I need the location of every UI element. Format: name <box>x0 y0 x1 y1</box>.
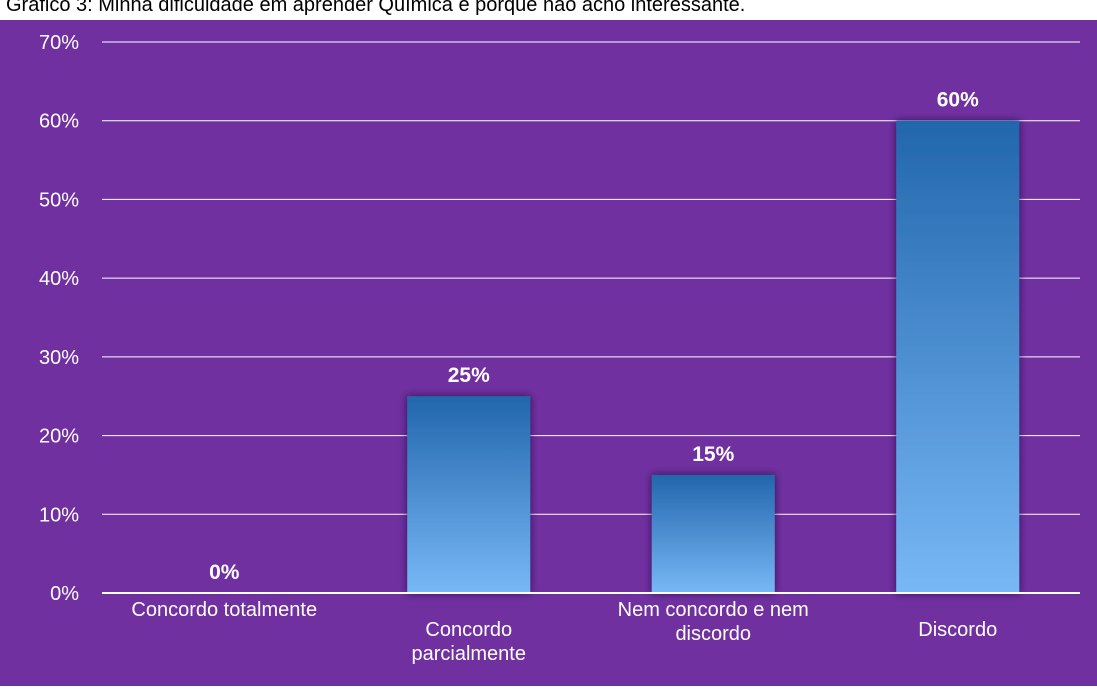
bar <box>407 396 531 593</box>
chart-frame: 0% 10% 20% 30% 40% 50% 60% 70% 0% 25% 15% 60% Conc… <box>0 20 1097 686</box>
x-tick-label: Discordo <box>918 619 997 641</box>
x-tick-label: parcialmente <box>411 643 526 665</box>
bar-chart: 0% 10% 20% 30% 40% 50% 60% 70% 0% 25% 15% 60% Conc… <box>0 20 1097 686</box>
y-axis-tick-labels: 0% 10% 20% 30% 40% 50% 60% 70% <box>39 32 79 605</box>
data-label: 15% <box>692 443 734 466</box>
data-label: 25% <box>448 364 490 387</box>
x-tick-label: Concordo totalmente <box>131 599 317 621</box>
figure-caption: Gráfico 3: Minha dificuldade em aprender… <box>6 0 746 16</box>
x-tick-label: Nem concordo e nem <box>618 599 809 621</box>
y-tick-label: 50% <box>39 189 79 211</box>
data-label: 60% <box>937 89 979 112</box>
y-tick-label: 70% <box>39 32 79 54</box>
data-label: 0% <box>209 561 240 584</box>
y-tick-label: 20% <box>39 426 79 448</box>
x-tick-label: discordo <box>675 623 751 645</box>
y-tick-label: 30% <box>39 347 79 369</box>
data-labels: 0% 25% 15% 60% <box>209 89 979 584</box>
figure-caption-strip: Gráfico 3: Minha dificuldade em aprender… <box>0 0 1097 20</box>
y-tick-label: 10% <box>39 504 79 526</box>
y-tick-label: 40% <box>39 268 79 290</box>
bar <box>896 120 1020 593</box>
x-tick-label: Concordo <box>425 619 512 641</box>
y-tick-label: 60% <box>39 111 79 133</box>
bars <box>407 120 1020 593</box>
bar <box>651 474 775 593</box>
y-tick-label: 0% <box>50 583 79 605</box>
